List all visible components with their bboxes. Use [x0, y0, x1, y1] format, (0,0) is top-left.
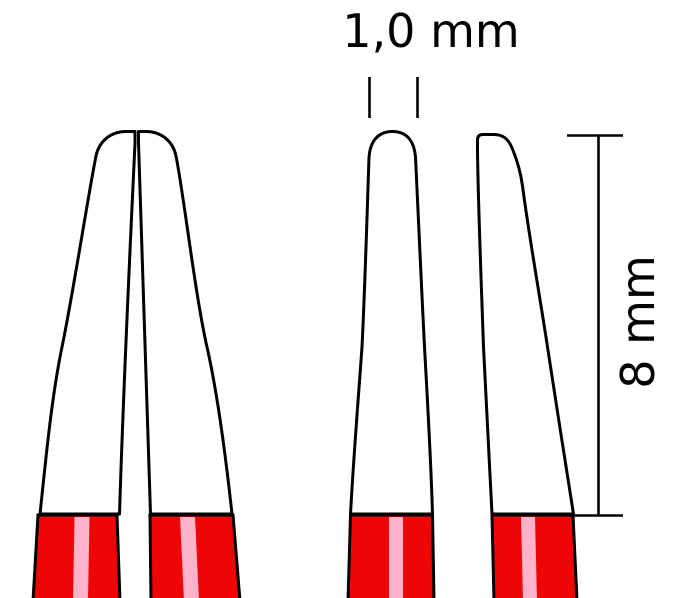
front-view-closed-jaws — [31, 130, 242, 598]
tip-length-label: 8 mm — [611, 255, 665, 389]
side-view-angled-tip-profile — [476, 133, 579, 598]
tip-length-dimension — [567, 134, 623, 517]
side-view-tip-profile — [346, 130, 436, 598]
tip-width-label: 1,0 mm — [342, 4, 519, 58]
tip-width-dimension — [368, 77, 419, 118]
grip-stripe — [73, 517, 90, 598]
grip-stripe — [180, 517, 199, 598]
grip-stripe — [389, 517, 403, 598]
front-view-left-jaw — [38, 130, 137, 516]
side-view-jaw — [349, 130, 434, 516]
angled-view-jaw — [476, 133, 575, 516]
front-view-right-jaw — [137, 130, 234, 516]
grip-stripe — [521, 517, 537, 598]
